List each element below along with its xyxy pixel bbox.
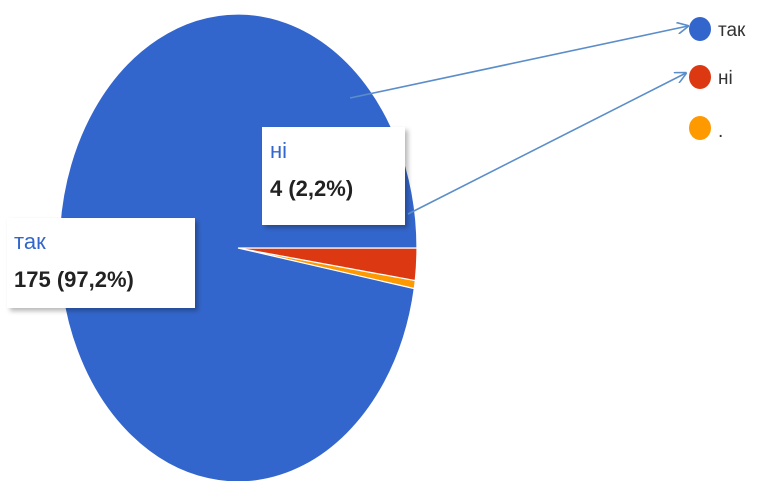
callout-no-label: ні: [270, 138, 287, 163]
legend-item-yes: так: [689, 17, 746, 41]
callout-yes-value: 175 (97,2%): [14, 267, 134, 292]
callout-yes: так 175 (97,2%): [7, 218, 195, 308]
callout-yes-box: [7, 218, 195, 308]
callout-yes-label: так: [14, 229, 46, 254]
legend-swatch-yes: [689, 17, 711, 41]
legend-label-no: ні: [718, 68, 733, 89]
arrow-to-legend-no: [407, 73, 686, 215]
legend-item-dot: .: [689, 116, 723, 142]
legend-swatch-dot: [689, 116, 711, 140]
legend-label-yes: так: [718, 20, 746, 41]
callout-no: ні 4 (2,2%): [262, 127, 405, 225]
legend-item-no: ні: [689, 65, 733, 89]
legend: так ні .: [689, 17, 746, 142]
callout-no-box: [262, 127, 405, 225]
arrow-to-legend-yes: [349, 26, 688, 99]
callout-no-value: 4 (2,2%): [270, 176, 353, 201]
legend-swatch-no: [689, 65, 711, 89]
legend-label-dot: .: [718, 121, 723, 142]
